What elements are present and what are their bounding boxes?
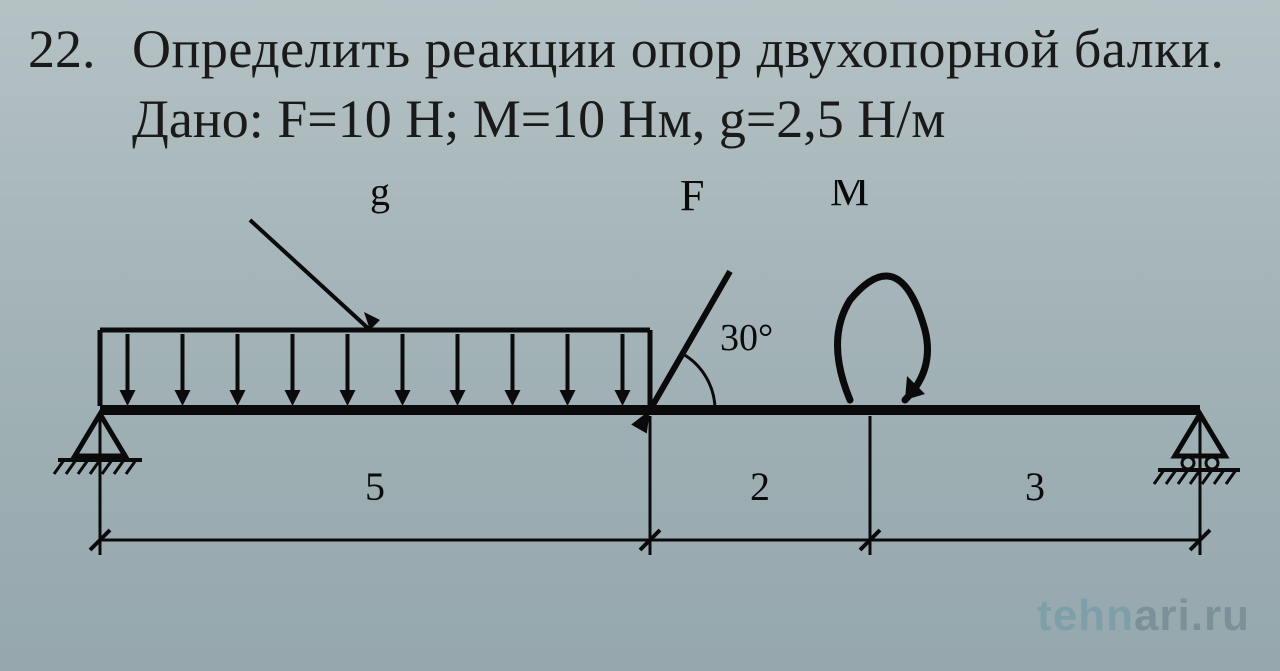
watermark-b: ari.ru — [1134, 591, 1250, 640]
watermark-a: tehn — [1037, 591, 1134, 640]
svg-text:2: 2 — [750, 464, 770, 509]
svg-text:3: 3 — [1025, 464, 1045, 509]
page: 22. Определить реакции опор двухопорной … — [0, 0, 1280, 671]
svg-text:M: M — [830, 180, 869, 215]
beam-diagram: g 30° F M 5 2 3 — [40, 180, 1240, 600]
problem-number: 22. — [28, 18, 96, 80]
problem-statement: Определить реакции опор двухопорной балк… — [132, 18, 1224, 80]
watermark: tehnari.ru — [1037, 591, 1250, 641]
svg-text:5: 5 — [365, 464, 385, 509]
problem-given: Дано: F=10 Н; М=10 Нм, g=2,5 Н/м — [132, 88, 945, 150]
svg-text:30°: 30° — [720, 317, 773, 359]
svg-text:g: g — [370, 180, 390, 214]
svg-text:F: F — [680, 180, 704, 220]
